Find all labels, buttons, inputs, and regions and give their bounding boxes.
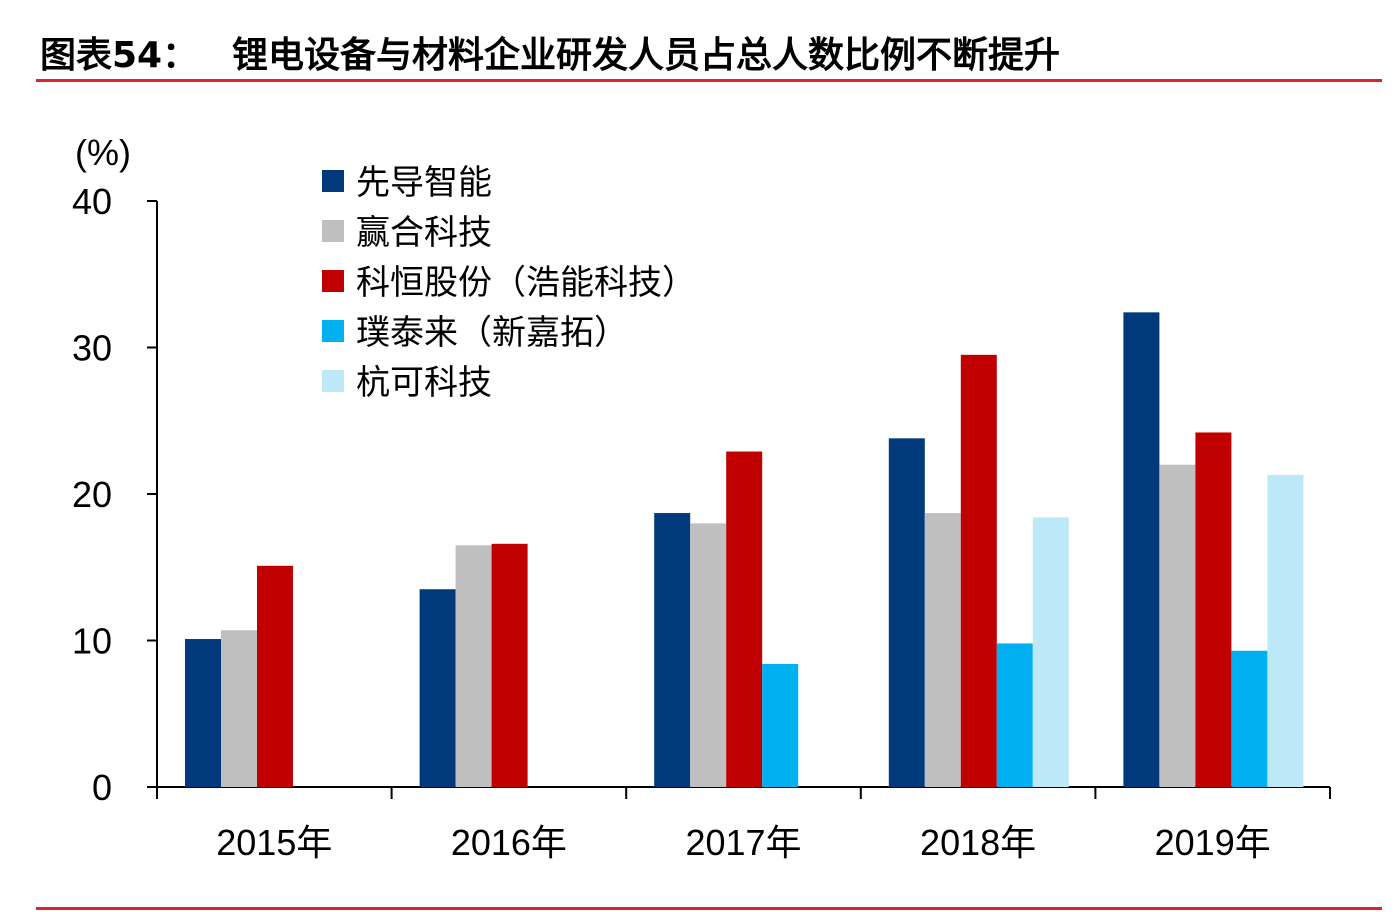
bar — [726, 451, 763, 787]
x-tick-label: 2015年 — [216, 822, 332, 863]
legend-label: 杭可科技 — [356, 363, 492, 403]
legend-swatch — [322, 170, 344, 192]
legend-label: 科恒股份（浩能科技） — [356, 263, 696, 303]
y-axis: 0 10 20 30 40 — [72, 181, 158, 808]
bar — [1267, 474, 1304, 787]
bar — [888, 438, 925, 787]
y-tick-label: 10 — [72, 621, 112, 662]
bar — [257, 565, 293, 787]
y-tick-label: 0 — [92, 767, 112, 808]
legend-label: 璞泰来（新嘉拓） — [356, 313, 628, 353]
bar — [221, 630, 257, 787]
bar — [1195, 432, 1232, 787]
x-tick-label: 2017年 — [685, 822, 801, 863]
bar — [185, 639, 221, 787]
x-tick-label: 2019年 — [1155, 822, 1271, 863]
legend-swatch — [322, 320, 344, 342]
bar — [455, 545, 492, 787]
y-axis-unit-label: (%) — [75, 132, 131, 173]
figure-number: 图表54： — [40, 35, 199, 76]
bar — [419, 589, 456, 787]
chart-header: 图表54： 锂电设备与材料企业研发人员占总人数比例不断提升 — [40, 18, 1382, 78]
legend-swatch — [322, 370, 344, 392]
bars — [185, 312, 1304, 787]
y-tick-label: 20 — [72, 474, 112, 515]
bar — [924, 513, 961, 787]
bar — [1159, 464, 1196, 787]
bar — [690, 523, 727, 787]
x-tick-label: 2016年 — [451, 822, 567, 863]
bar — [1123, 312, 1160, 787]
chart-title: 锂电设备与材料企业研发人员占总人数比例不断提升 — [232, 35, 1061, 76]
bar — [654, 513, 691, 787]
legend-label: 先导智能 — [356, 163, 492, 203]
bar — [491, 543, 528, 787]
bar — [762, 663, 799, 787]
y-tick-label: 30 — [72, 328, 112, 369]
bar — [1032, 517, 1069, 787]
bar — [1231, 650, 1268, 787]
x-tick-label: 2018年 — [920, 822, 1036, 863]
bar — [960, 354, 997, 787]
x-axis: 2015年 2016年 2017年 2018年 2019年 — [156, 786, 1331, 863]
bottom-rule — [36, 907, 1382, 910]
legend-label: 赢合科技 — [356, 213, 492, 253]
y-tick-label: 40 — [72, 181, 112, 222]
top-rule — [36, 79, 1382, 82]
bar — [996, 643, 1033, 787]
legend-swatch — [322, 270, 344, 292]
legend-swatch — [322, 220, 344, 242]
